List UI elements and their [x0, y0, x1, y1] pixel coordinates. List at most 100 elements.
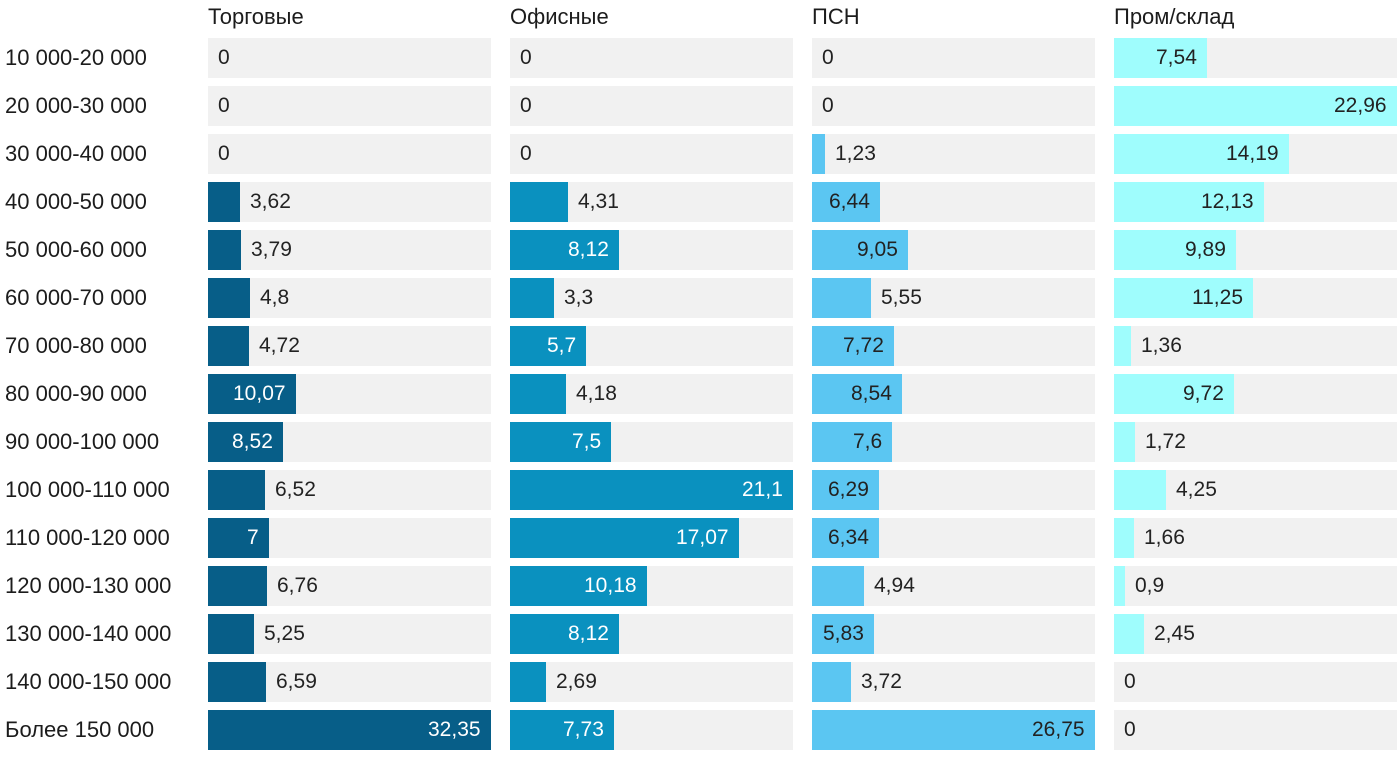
bar	[812, 182, 880, 222]
bar	[208, 182, 240, 222]
column-header: Офисные	[510, 4, 609, 29]
bar	[208, 518, 269, 558]
bar-track: 7,5	[510, 422, 793, 462]
bar-track: 1,66	[1114, 518, 1397, 558]
bar-value-label: 0	[218, 46, 230, 69]
bar-value-label: 5,55	[881, 286, 922, 309]
bar-track: 1,36	[1114, 326, 1397, 366]
bar-value-label: 8,52	[232, 430, 273, 453]
bar-value-label: 9,05	[857, 238, 898, 261]
chart-row: Более 150 000 32,35 7,73 26,75 0	[5, 710, 1400, 750]
bar-track: 0	[510, 38, 793, 78]
bar-track: 9,89	[1114, 230, 1397, 270]
bar-value-label: 8,54	[851, 382, 892, 405]
bar	[812, 470, 879, 510]
bar	[208, 470, 265, 510]
bar-track: 8,12	[510, 614, 793, 654]
bar-value-label: 4,94	[874, 574, 915, 597]
bar-track: 32,35	[208, 710, 491, 750]
bar-track: 8,12	[510, 230, 793, 270]
bar-track: 10,18	[510, 566, 793, 606]
bar	[510, 710, 614, 750]
bar	[208, 230, 241, 270]
bar	[812, 230, 908, 270]
bar	[510, 278, 554, 318]
bar-value-label: 4,18	[576, 382, 617, 405]
bar-value-label: 22,96	[1334, 94, 1387, 117]
bar-track: 8,52	[208, 422, 491, 462]
bar	[812, 278, 871, 318]
bar-track: 0	[510, 86, 793, 126]
chart-row: 80 000-90 000 10,07 4,18 8,54 9,72	[5, 374, 1400, 414]
bar-track: 6,52	[208, 470, 491, 510]
bar-track: 3,3	[510, 278, 793, 318]
bar	[812, 710, 1095, 750]
row-label: 80 000-90 000	[5, 381, 147, 406]
chart-row: 130 000-140 000 5,25 8,12 5,83 2,45	[5, 614, 1400, 654]
bar-track: 0	[1114, 710, 1397, 750]
bar-value-label: 26,75	[1032, 718, 1085, 741]
bar-value-label: 7,6	[853, 430, 883, 453]
chart-rows: 10 000-20 000 0 0 0 7,54 20 000-30 000 0 0 0 22,9…	[5, 38, 1400, 750]
bar-value-label: 10,18	[584, 574, 637, 597]
bar-track: 4,8	[208, 278, 491, 318]
bar-value-label: 17,07	[676, 526, 729, 549]
bar-track: 4,25	[1114, 470, 1397, 510]
bar-track: 6,59	[208, 662, 491, 702]
row-label: 70 000-80 000	[5, 333, 147, 358]
bar-value-label: 6,76	[277, 574, 318, 597]
bar-track: 10,07	[208, 374, 491, 414]
bar-value-label: 7,5	[572, 430, 602, 453]
bar-value-label: 2,69	[556, 670, 597, 693]
bar-value-label: 21,1	[742, 478, 783, 501]
bar-track: 0	[812, 86, 1095, 126]
bar-track: 3,72	[812, 662, 1095, 702]
bar	[812, 374, 902, 414]
bar-value-label: 1,23	[835, 142, 876, 165]
bar	[1114, 38, 1207, 78]
bar	[510, 374, 566, 414]
bar-value-label: 7	[247, 526, 259, 549]
bar-value-label: 2,45	[1154, 622, 1195, 645]
bar-track: 26,75	[812, 710, 1095, 750]
bar	[812, 422, 892, 462]
bar	[510, 566, 647, 606]
bar-value-label: 4,72	[259, 334, 300, 357]
bar	[812, 134, 825, 174]
row-label: 130 000-140 000	[5, 621, 172, 646]
bar-value-label: 6,34	[828, 526, 869, 549]
bar-value-label: 3,3	[564, 286, 594, 309]
bar-track: 2,45	[1114, 614, 1397, 654]
bar-value-label: 5,25	[264, 622, 305, 645]
bar	[510, 182, 568, 222]
chart-row: 60 000-70 000 4,8 3,3 5,55 11,25	[5, 278, 1400, 318]
chart-row: 40 000-50 000 3,62 4,31 6,44 12,13	[5, 182, 1400, 222]
chart-row: 10 000-20 000 0 0 0 7,54	[5, 38, 1400, 78]
bar-track: 6,34	[812, 518, 1095, 558]
bar-track: 5,25	[208, 614, 491, 654]
chart-row: 100 000-110 000 6,52 21,1 6,29 4,25	[5, 470, 1400, 510]
bar-value-label: 7,72	[843, 334, 884, 357]
bar-value-label: 5,7	[547, 334, 577, 357]
bar-value-label: 5,83	[823, 622, 864, 645]
bar-track: 1,72	[1114, 422, 1397, 462]
bar-track: 7	[208, 518, 491, 558]
chart-row: 70 000-80 000 4,72 5,7 7,72 1,36	[5, 326, 1400, 366]
bar-value-label: 11,25	[1192, 286, 1243, 309]
bar	[812, 326, 894, 366]
bar-track: 0	[208, 86, 491, 126]
chart-row: 140 000-150 000 6,59 2,69 3,72 0	[5, 662, 1400, 702]
chart-row: 50 000-60 000 3,79 8,12 9,05 9,89	[5, 230, 1400, 270]
bar-track: 5,55	[812, 278, 1095, 318]
column-header: Пром/склад	[1114, 4, 1235, 29]
bar-value-label: 0	[822, 46, 834, 69]
bar-value-label: 0	[822, 94, 834, 117]
bar-track: 22,96	[1114, 86, 1397, 126]
bar-track: 0	[510, 134, 793, 174]
bar-value-label: 6,59	[276, 670, 317, 693]
row-label: 60 000-70 000	[5, 285, 147, 310]
bar-track: 8,54	[812, 374, 1095, 414]
bar-value-label: 0	[1124, 718, 1136, 741]
bar-track: 7,54	[1114, 38, 1397, 78]
bar-track: 0	[1114, 662, 1397, 702]
